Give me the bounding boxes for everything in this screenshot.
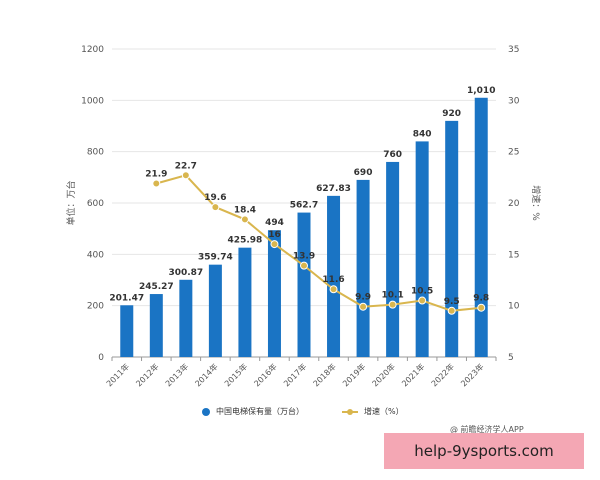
- y-right-tick-label: 5: [508, 353, 514, 363]
- y-right-tick-label: 20: [508, 199, 520, 209]
- y-left-tick-label: 400: [87, 250, 104, 260]
- growth-point: [211, 203, 220, 212]
- bar: [179, 279, 193, 357]
- growth-value-label: 9.9: [355, 293, 371, 303]
- x-tick-label: 2023年: [459, 361, 486, 388]
- growth-value-label: 10.1: [382, 291, 404, 301]
- growth-value-label: 16: [268, 230, 281, 240]
- growth-value-label: 22.7: [175, 161, 197, 171]
- bar: [120, 305, 134, 357]
- bar: [445, 120, 459, 357]
- growth-point: [152, 179, 161, 188]
- growth-point: [270, 240, 279, 249]
- x-tick-label: 2021年: [399, 361, 426, 388]
- bar: [297, 212, 311, 357]
- legend-line-label: 增速（%）: [364, 407, 404, 416]
- bar-value-label: 627.83: [316, 184, 351, 194]
- y-right-tick-label: 15: [508, 250, 519, 260]
- bar: [356, 179, 370, 357]
- bar-value-label: 562.7: [290, 201, 318, 211]
- legend-bar-marker: [202, 407, 210, 416]
- growth-point: [477, 303, 486, 312]
- x-tick-label: 2020年: [370, 361, 397, 388]
- growth-value-label: 10.5: [411, 287, 433, 297]
- x-tick-label: 2011年: [104, 361, 131, 388]
- growth-point: [447, 306, 456, 315]
- growth-point: [359, 302, 368, 311]
- bar-value-label: 920: [442, 109, 461, 119]
- y-right-tick-label: 30: [508, 96, 520, 106]
- chart: 0 200 400 600 800 1000 1200 5 10 15 20 25 30 35 单位：万台 增…: [65, 45, 542, 388]
- bar: [267, 230, 281, 357]
- x-tick-label: 2018年: [311, 361, 338, 388]
- legend-line-marker: [342, 408, 358, 415]
- y-right-tick-label: 25: [508, 148, 519, 158]
- bar-value-label: 201.47: [109, 293, 144, 303]
- bar: [208, 264, 222, 357]
- bar: [149, 294, 163, 357]
- bar: [474, 97, 488, 358]
- x-tick-label: 2015年: [222, 361, 249, 388]
- growth-value-label: 9.8: [473, 294, 489, 304]
- growth-value-label: 9.5: [444, 297, 460, 307]
- y-right-tick-label: 35: [508, 45, 519, 55]
- bar-value-label: 359.74: [198, 253, 233, 263]
- growth-value-label: 13.9: [293, 252, 315, 262]
- y-left-tick-label: 200: [87, 302, 104, 312]
- bar-value-label: 425.98: [228, 236, 263, 246]
- bar: [386, 161, 400, 357]
- y-right-axis-title: 增速：%: [530, 185, 542, 221]
- promo-banner[interactable]: help-9ysports.com: [384, 433, 584, 469]
- bar-value-label: 840: [413, 129, 432, 139]
- growth-point: [300, 261, 308, 270]
- y-left-tick-label: 1000: [81, 96, 104, 106]
- growth-point: [388, 300, 397, 309]
- bar: [238, 247, 252, 357]
- bar-value-label: 245.27: [139, 282, 174, 292]
- legend-item-bar[interactable]: 中国电梯保有量（万台）: [202, 406, 304, 417]
- x-tick-label: 2019年: [340, 361, 367, 388]
- y-left-tick-label: 1200: [81, 45, 104, 55]
- bar-value-label: 690: [354, 168, 373, 178]
- y-left-axis-title: 单位：万台: [65, 180, 77, 225]
- bar-value-label: 760: [383, 150, 402, 160]
- x-tick-label: 2014年: [193, 361, 220, 388]
- growth-point: [240, 215, 249, 224]
- y-left-tick-label: 0: [98, 353, 104, 363]
- growth-value-label: 18.4: [234, 205, 256, 215]
- legend-bar-label: 中国电梯保有量（万台）: [216, 407, 304, 416]
- bar: [415, 141, 429, 357]
- x-tick-label: 2017年: [281, 361, 308, 388]
- growth-point: [181, 171, 190, 180]
- y-left-tick-label: 600: [87, 199, 104, 209]
- bar-value-label: 300.87: [168, 268, 203, 278]
- legend-item-line[interactable]: 增速（%）: [342, 406, 404, 417]
- x-tick-label: 2022年: [429, 361, 456, 388]
- x-tick-label: 2012年: [134, 361, 161, 388]
- growth-value-label: 19.6: [204, 193, 226, 203]
- growth-value-label: 11.6: [322, 275, 344, 285]
- legend: 中国电梯保有量（万台） 增速（%）: [0, 406, 600, 422]
- x-tick-label: 2016年: [252, 361, 279, 388]
- growth-point: [418, 296, 427, 305]
- y-left-tick-label: 800: [87, 148, 104, 158]
- bar: [327, 195, 341, 357]
- source-credit: @ 前瞻经济学人APP: [450, 425, 524, 434]
- bar-value-label: 494: [265, 218, 284, 228]
- growth-point: [329, 285, 338, 294]
- growth-line: [156, 174, 482, 312]
- bar-value-label: 1,010: [467, 86, 495, 96]
- x-tick-label: 2013年: [163, 361, 190, 388]
- y-right-tick-label: 10: [508, 302, 520, 312]
- growth-value-label: 21.9: [145, 169, 167, 179]
